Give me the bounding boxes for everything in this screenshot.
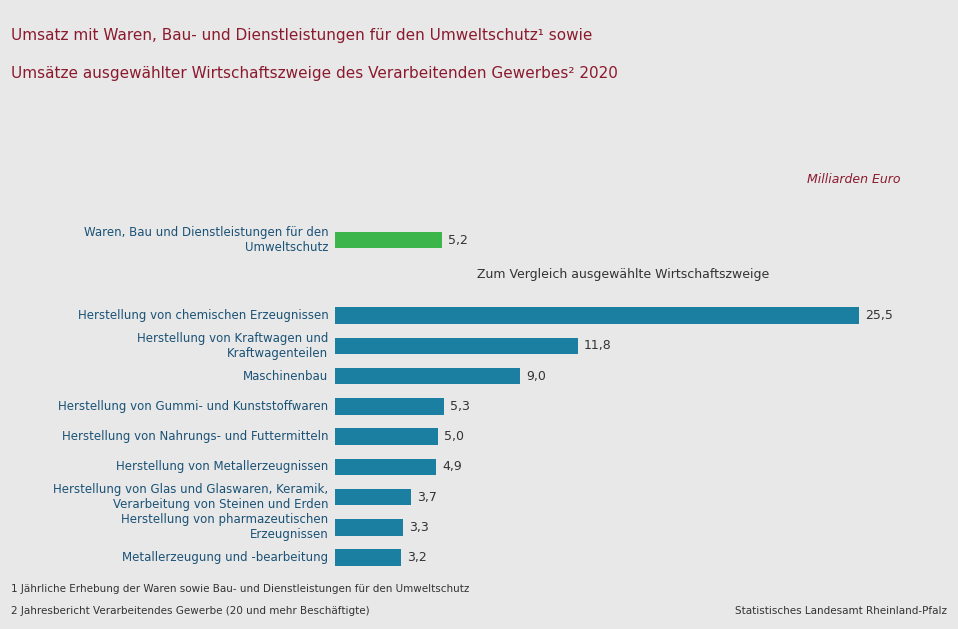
Text: 5,2: 5,2: [448, 233, 468, 247]
Text: 25,5: 25,5: [865, 309, 893, 322]
Bar: [335, 489, 411, 505]
Bar: [335, 549, 401, 566]
Text: 11,8: 11,8: [583, 340, 611, 352]
Bar: [335, 231, 442, 248]
Text: Statistisches Landesamt Rheinland-Pfalz: Statistisches Landesamt Rheinland-Pfalz: [735, 606, 947, 616]
Text: 3,7: 3,7: [418, 491, 437, 504]
Text: 3,3: 3,3: [409, 521, 429, 534]
Bar: [335, 338, 578, 354]
Bar: [335, 428, 438, 445]
Text: 4,9: 4,9: [442, 460, 462, 474]
Bar: [335, 519, 403, 536]
Bar: [335, 459, 436, 475]
Bar: [335, 368, 520, 384]
Text: Umsatz mit Waren, Bau- und Dienstleistungen für den Umweltschutz¹ sowie: Umsatz mit Waren, Bau- und Dienstleistun…: [11, 28, 593, 43]
Bar: [335, 398, 445, 415]
Text: 1 Jährliche Erhebung der Waren sowie Bau- und Dienstleistungen für den Umweltsch: 1 Jährliche Erhebung der Waren sowie Bau…: [11, 584, 469, 594]
Text: 3,2: 3,2: [407, 551, 427, 564]
Text: 2 Jahresbericht Verarbeitendes Gewerbe (20 und mehr Beschäftigte): 2 Jahresbericht Verarbeitendes Gewerbe (…: [11, 606, 370, 616]
Text: Zum Vergleich ausgewählte Wirtschaftszweige: Zum Vergleich ausgewählte Wirtschaftszwe…: [476, 268, 769, 281]
Text: Umsätze ausgewählter Wirtschaftszweige des Verarbeitenden Gewerbes² 2020: Umsätze ausgewählter Wirtschaftszweige d…: [11, 66, 618, 81]
Text: 5,3: 5,3: [450, 400, 470, 413]
Text: 5,0: 5,0: [445, 430, 464, 443]
Bar: [335, 308, 858, 324]
Text: 9,0: 9,0: [526, 370, 546, 382]
Text: Milliarden Euro: Milliarden Euro: [807, 173, 901, 186]
